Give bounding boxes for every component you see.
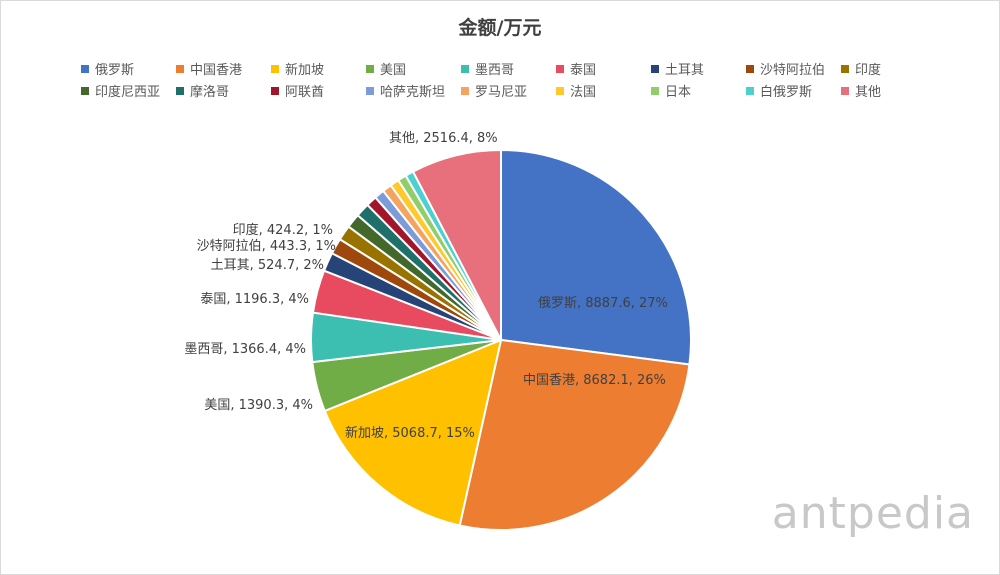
legend-item: 罗马尼亚 [461, 81, 527, 100]
legend-label: 日本 [665, 85, 692, 100]
data-label: 泰国, 1196.3, 4% [200, 292, 309, 307]
legend-label: 法国 [570, 85, 597, 100]
legend-swatch [461, 65, 469, 73]
legend-item: 中国香港 [176, 59, 242, 78]
legend-item: 沙特阿拉伯 [746, 59, 825, 78]
legend-item: 其他 [841, 81, 881, 100]
legend-swatch [651, 65, 659, 73]
legend-item: 印度 [841, 59, 881, 78]
legend-swatch [461, 87, 469, 95]
legend-item: 新加坡 [271, 59, 324, 78]
data-label: 沙特阿拉伯, 443.3, 1% [196, 239, 336, 254]
legend-swatch [366, 65, 374, 73]
legend-swatch [746, 87, 754, 95]
legend-item: 日本 [651, 81, 691, 100]
legend-item: 墨西哥 [461, 59, 514, 78]
legend-label: 印度 [855, 63, 882, 78]
legend-label: 印度尼西亚 [95, 85, 161, 100]
data-label: 中国香港, 8682.1, 26% [523, 373, 666, 388]
watermark: antpedia [771, 488, 974, 539]
legend-label: 摩洛哥 [190, 85, 230, 100]
legend-item: 泰国 [556, 59, 596, 78]
data-label: 美国, 1390.3, 4% [204, 398, 313, 413]
data-label: 土耳其, 524.7, 2% [210, 258, 324, 273]
legend-swatch [366, 87, 374, 95]
legend-item: 印度尼西亚 [81, 81, 160, 100]
legend-item: 白俄罗斯 [746, 81, 812, 100]
legend-label: 俄罗斯 [95, 63, 135, 78]
legend-swatch [81, 87, 89, 95]
legend-label: 美国 [380, 63, 407, 78]
legend-label: 哈萨克斯坦 [380, 85, 446, 100]
legend-label: 沙特阿拉伯 [760, 63, 826, 78]
legend-item: 阿联酋 [271, 81, 324, 100]
legend-label: 其他 [855, 85, 882, 100]
legend-swatch [651, 87, 659, 95]
pie-slice-17 [411, 148, 502, 341]
data-label: 俄罗斯, 8887.6, 27% [538, 296, 668, 311]
legend-swatch [81, 65, 89, 73]
legend-swatch [746, 65, 754, 73]
legend-label: 墨西哥 [475, 63, 515, 78]
legend-label: 泰国 [570, 63, 597, 78]
legend-swatch [176, 87, 184, 95]
legend-item: 俄罗斯 [81, 59, 134, 78]
legend-label: 罗马尼亚 [475, 85, 528, 100]
legend-swatch [556, 87, 564, 95]
legend-swatch [176, 65, 184, 73]
legend-swatch [841, 65, 849, 73]
data-label: 墨西哥, 1366.4, 4% [184, 342, 306, 357]
pie-slice-0 [500, 148, 692, 366]
pie-slice-1 [458, 338, 691, 531]
legend-item: 美国 [366, 59, 406, 78]
data-label: 新加坡, 5068.7, 15% [345, 426, 475, 441]
legend-item: 哈萨克斯坦 [366, 81, 445, 100]
legend-label: 中国香港 [190, 63, 243, 78]
legend-swatch [271, 87, 279, 95]
legend-item: 土耳其 [651, 59, 704, 78]
legend-label: 阿联酋 [285, 85, 325, 100]
legend-label: 新加坡 [285, 63, 325, 78]
legend-label: 土耳其 [665, 63, 705, 78]
legend-label: 白俄罗斯 [760, 85, 813, 100]
legend-item: 法国 [556, 81, 596, 100]
legend-swatch [556, 65, 564, 73]
pie-slice-2 [323, 338, 503, 527]
legend-swatch [841, 87, 849, 95]
legend-item: 摩洛哥 [176, 81, 229, 100]
data-label: 印度, 424.2, 1% [232, 223, 333, 238]
legend-swatch [271, 65, 279, 73]
data-label: 其他, 2516.4, 8% [389, 131, 498, 146]
chart-title: 金额/万元 [458, 17, 542, 39]
